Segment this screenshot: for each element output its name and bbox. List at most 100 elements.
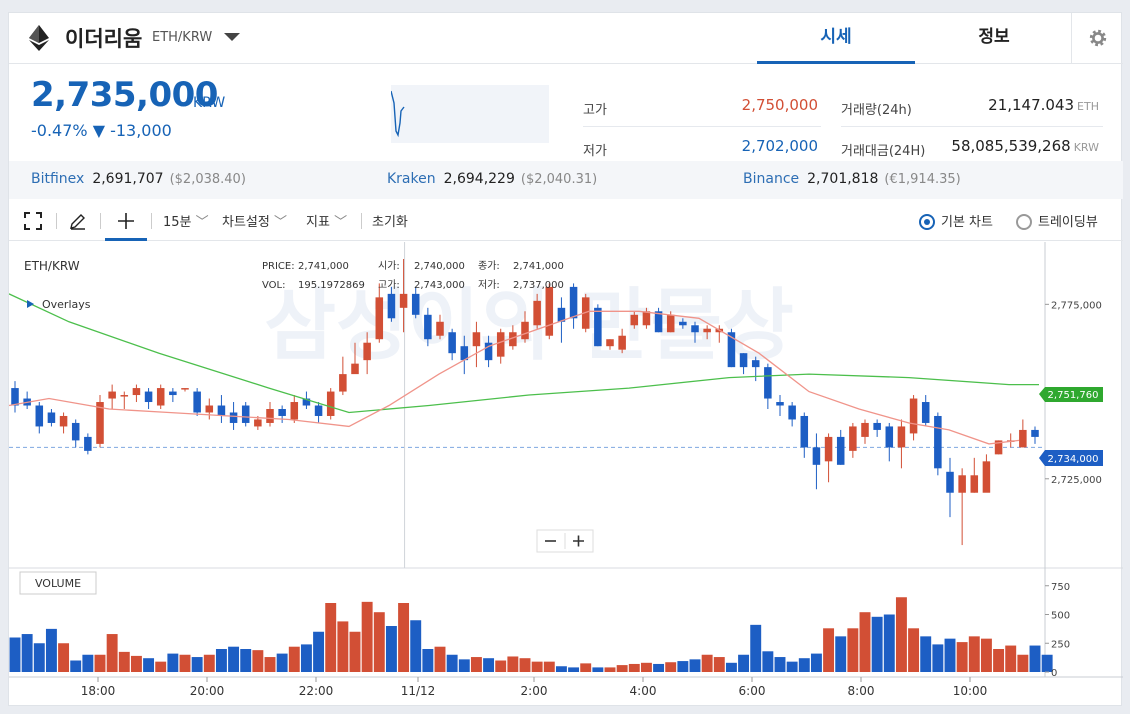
candle xyxy=(812,447,821,465)
low-label: 저가 xyxy=(583,144,607,159)
volume-bar xyxy=(1029,645,1041,672)
volume-bar xyxy=(580,663,592,672)
exchange-bitfinex[interactable]: Bitfinex 2,691,707 ($2,038.40) xyxy=(31,171,246,187)
candle xyxy=(691,325,699,333)
candle xyxy=(606,339,614,347)
volume-bar xyxy=(762,651,774,672)
candle xyxy=(569,286,578,319)
reset-button[interactable]: 초기화 xyxy=(372,215,408,230)
radio-selected-icon xyxy=(919,214,935,230)
volume-bar xyxy=(519,658,531,672)
candle xyxy=(254,419,262,427)
coin-dropdown-icon[interactable] xyxy=(224,33,240,41)
volume-bar xyxy=(883,614,895,672)
indicator-dropdown[interactable]: 지표 ﹀ xyxy=(306,211,347,230)
fullscreen-icon[interactable] xyxy=(24,212,42,230)
volume-bar xyxy=(215,649,227,672)
coin-panel: 이더리움 ETH/KRW 시세 정보 2,735,000 KRW -0.47% … xyxy=(8,12,1123,707)
candle xyxy=(776,402,784,406)
candle xyxy=(594,307,602,347)
volume-bar xyxy=(203,654,215,672)
tab-info[interactable]: 정보 xyxy=(978,27,1010,47)
volume-unit: ETH xyxy=(1077,100,1099,113)
info-price: 2,741,000 xyxy=(298,261,349,272)
candlestick-chart[interactable]: 삼성이의 만물상 2,775,0002,750,0002,725,0007505… xyxy=(9,242,1123,707)
candle xyxy=(739,353,748,368)
settings-button[interactable] xyxy=(1071,13,1123,64)
volume-bar xyxy=(507,656,519,672)
candle xyxy=(314,405,323,416)
candle xyxy=(921,402,930,423)
ma-tag-value: 2,751,760 xyxy=(1048,390,1099,401)
volume-bar xyxy=(264,657,276,672)
info-high-label: 고가: xyxy=(378,279,400,291)
candle xyxy=(545,286,554,336)
candle xyxy=(460,346,469,361)
volume-bar xyxy=(82,654,94,672)
candle xyxy=(703,328,711,333)
candle xyxy=(193,391,201,413)
volume-bar xyxy=(252,650,264,672)
price-tag-value: 2,734,000 xyxy=(1048,454,1099,465)
interval-dropdown[interactable]: 15분 ﹀ xyxy=(163,211,209,230)
volume-value: 21,147.043 xyxy=(988,96,1075,114)
volume-bar xyxy=(21,634,33,672)
exchange-binance[interactable]: Binance 2,701,818 (€1,914.35) xyxy=(743,171,961,187)
volume-label-box xyxy=(19,571,97,595)
volume-bar xyxy=(859,612,871,672)
candle xyxy=(11,388,19,406)
time-tick-label: 6:00 xyxy=(739,684,766,698)
candle xyxy=(861,422,869,437)
volume-bar xyxy=(155,661,167,672)
volume-bar xyxy=(604,667,616,672)
crosshair-button[interactable] xyxy=(105,201,147,241)
candle xyxy=(424,314,432,340)
volume-bar xyxy=(665,662,677,672)
candle xyxy=(156,388,165,406)
volume-bar xyxy=(750,624,762,672)
tab-price[interactable]: 시세 xyxy=(757,13,915,64)
candle xyxy=(994,440,1003,455)
volume-bar xyxy=(483,658,495,672)
overlays-caret-icon[interactable] xyxy=(27,300,34,308)
volume-bar xyxy=(446,654,458,672)
candle xyxy=(970,475,979,493)
amount-unit: KRW xyxy=(1073,141,1099,154)
candle xyxy=(411,293,420,315)
volume-bar xyxy=(179,654,191,672)
coin-pair: ETH/KRW xyxy=(152,30,213,45)
candle xyxy=(326,391,335,416)
exchange-name: Binance xyxy=(743,171,800,187)
last-ma-tag: 2,751,760 xyxy=(1039,387,1103,402)
candle xyxy=(108,391,116,399)
info-price-label: PRICE: xyxy=(262,261,295,272)
chart-settings-dropdown[interactable]: 차트설정 ﹀ xyxy=(222,211,287,230)
radio-tradingview[interactable]: 트레이딩뷰 xyxy=(1016,211,1098,230)
pencil-icon[interactable] xyxy=(69,212,87,230)
volume-bar xyxy=(276,653,288,672)
volume-bar xyxy=(677,661,689,672)
volume-tick-label: 0 xyxy=(1051,668,1057,679)
chevron-down-icon: ﹀ xyxy=(195,215,209,230)
candle xyxy=(47,412,56,423)
candle xyxy=(375,297,384,340)
volume-bar xyxy=(58,643,70,672)
volume-stat: 21,147.043 ETH xyxy=(947,96,1099,114)
candle xyxy=(229,412,238,423)
radio-unselected-icon xyxy=(1016,214,1032,230)
exchange-kraken[interactable]: Kraken 2,694,229 ($2,040.31) xyxy=(387,171,597,187)
ma-long-line xyxy=(9,293,1039,414)
volume-bar xyxy=(1017,654,1029,672)
info-vol-label: VOL: xyxy=(262,280,285,291)
chart-symbol: ETH/KRW xyxy=(24,259,80,273)
price-tick-label: 2,775,000 xyxy=(1051,300,1102,311)
time-tick-label: 20:00 xyxy=(190,684,225,698)
volume-bar xyxy=(653,663,665,672)
candle xyxy=(351,363,359,375)
candle xyxy=(169,391,177,396)
indicator-label: 지표 xyxy=(306,215,330,230)
time-tick-label: 8:00 xyxy=(848,684,875,698)
candle xyxy=(472,332,481,347)
overlays-toggle[interactable]: Overlays xyxy=(42,298,91,311)
radio-basic-chart[interactable]: 기본 차트 xyxy=(919,211,993,230)
